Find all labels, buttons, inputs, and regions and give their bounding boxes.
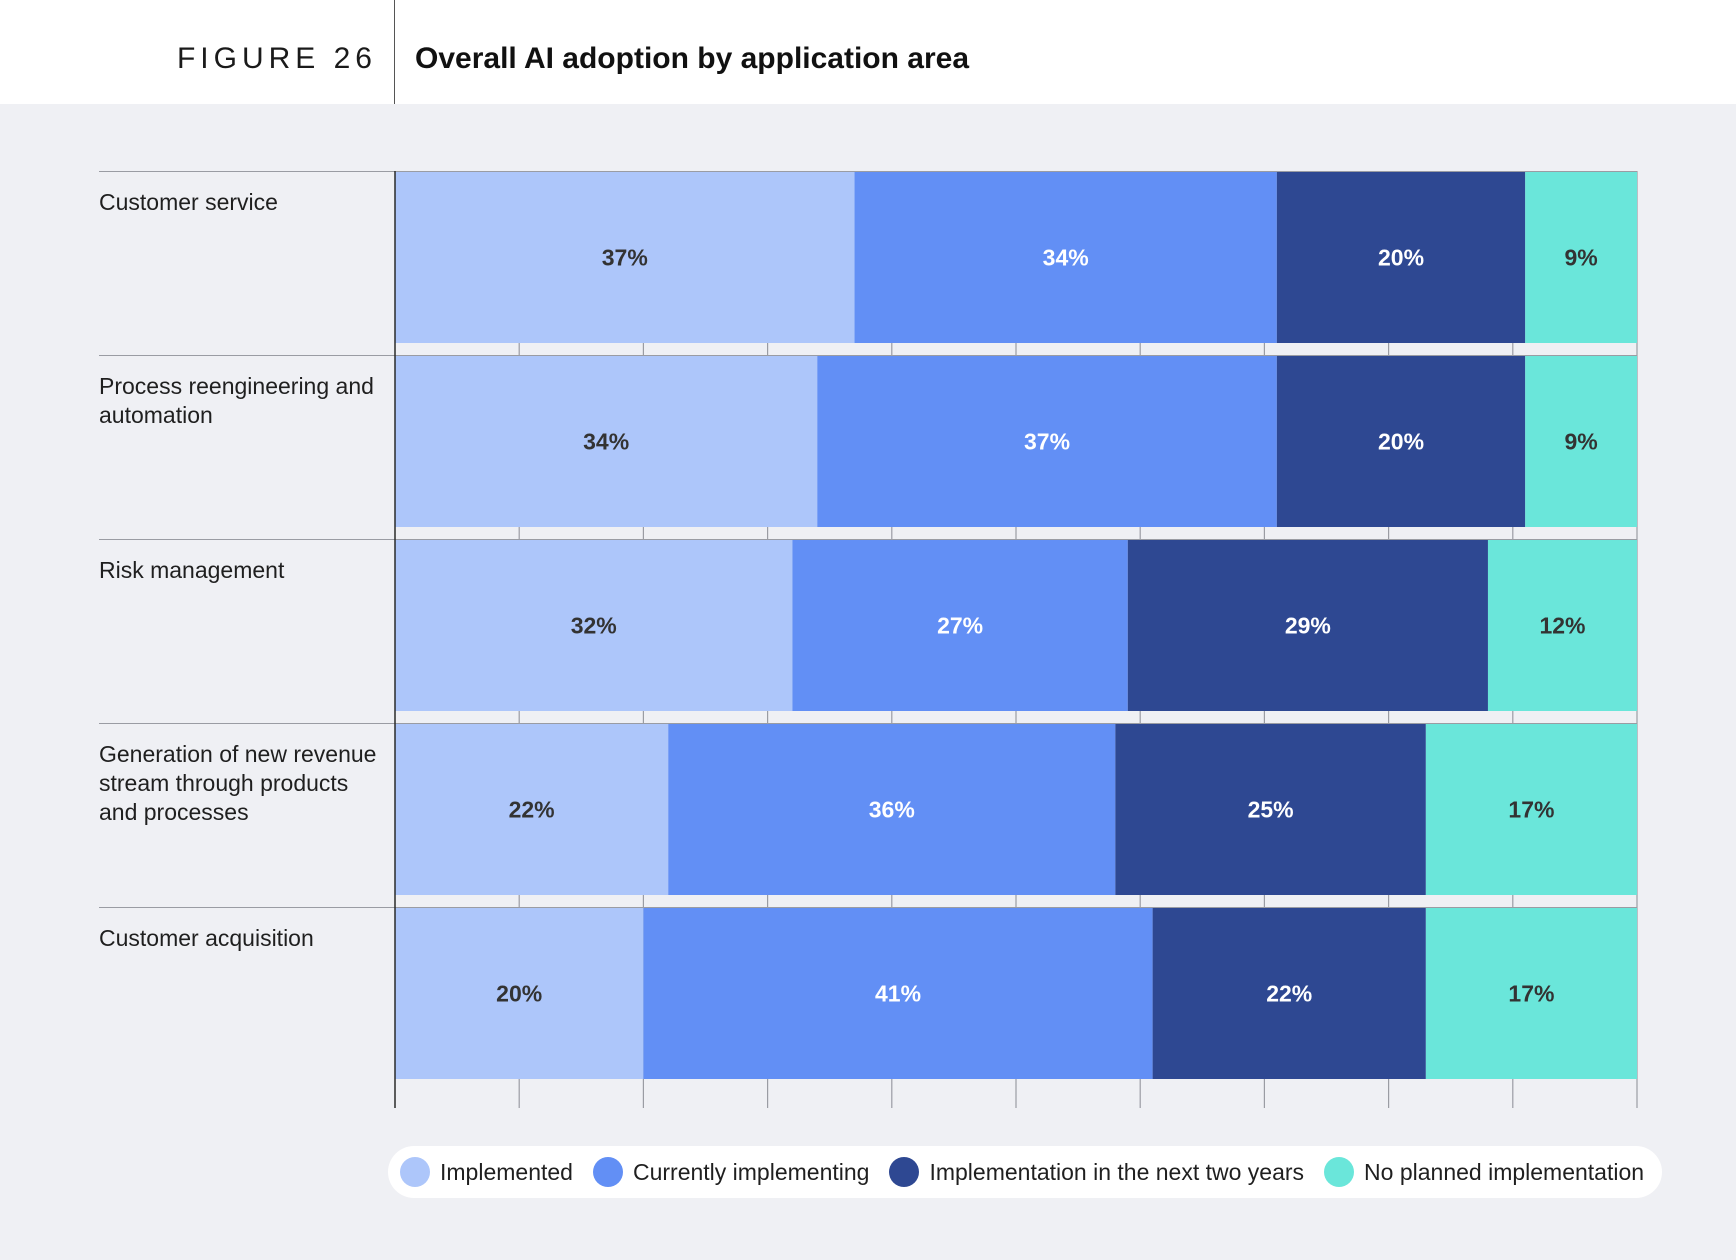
- category-label-customer-acquisition: Customer acquisition: [99, 925, 314, 951]
- bar-value-label: 22%: [1266, 981, 1312, 1007]
- bar-segment: [668, 724, 1116, 895]
- legend-swatch-next-two-years: [889, 1157, 920, 1187]
- bar-segment: [395, 172, 855, 343]
- legend-label-currently-implementing: Currently implementing: [632, 1158, 870, 1185]
- bar-segment: [1152, 908, 1426, 1079]
- figure-number: FIGURE 26: [176, 42, 377, 75]
- bar-value-label: 12%: [1539, 613, 1585, 639]
- bar-segment: [1425, 724, 1637, 895]
- bar-value-label: 27%: [937, 613, 983, 639]
- bar-value-label: 29%: [1285, 613, 1331, 639]
- header-divider: [394, 0, 395, 104]
- chart-panel: 37% 34% 20% 9% 34% 37% 20% 9% 32% 27% 29% 12% 22% 36%…: [0, 104, 1736, 1260]
- bar-value-label: 20%: [496, 981, 542, 1007]
- legend-label-next-two-years: Implementation in the next two years: [929, 1158, 1305, 1185]
- bar-value-label: 36%: [869, 797, 915, 823]
- legend-swatch-currently-implementing: [592, 1157, 623, 1187]
- bar-value-label: 32%: [571, 613, 617, 639]
- bar-segment: [1525, 172, 1637, 343]
- bar-value-label: 34%: [1043, 245, 1089, 271]
- bar-segment: [792, 540, 1128, 711]
- bar-segment: [395, 724, 669, 895]
- bar-value-label: 25%: [1248, 797, 1294, 823]
- bar-segment: [1276, 172, 1526, 343]
- bar-segment: [643, 908, 1153, 1079]
- legend-swatch-implemented: [400, 1157, 430, 1187]
- legend-swatch-no-planned: [1324, 1157, 1355, 1187]
- bar-value-label: 41%: [875, 981, 921, 1007]
- legend-item-next-two-years: Implementation in the next two years: [889, 1157, 1304, 1187]
- bar-segment: [395, 908, 644, 1079]
- bar-segment: [395, 540, 793, 711]
- legend-label-implemented: Implemented: [440, 1158, 573, 1185]
- bar-value-label: 9%: [1564, 429, 1597, 455]
- stacked-bar-chart: 37% 34% 20% 9% 34% 37% 20% 9% 32% 27% 29% 12% 22% 36%…: [99, 171, 1638, 1108]
- legend-item-currently-implementing: Currently implementing: [592, 1157, 870, 1187]
- bar-segment: [1487, 540, 1637, 711]
- legend-item-no-planned: No planned implementation: [1324, 1157, 1644, 1187]
- figure-header: FIGURE 26 Overall AI adoption by applica…: [0, 0, 1736, 104]
- bar-segment: [1425, 908, 1637, 1079]
- chart-legend: Implemented Currently implementing Imple…: [388, 1146, 1663, 1198]
- legend-item-implemented: Implemented: [400, 1157, 573, 1187]
- category-label-process-reengineering: Process reengineering and automation: [99, 373, 374, 428]
- bar-value-label: 9%: [1564, 245, 1597, 271]
- bar-value-label: 22%: [509, 797, 555, 823]
- bar-value-label: 34%: [583, 429, 629, 455]
- bar-value-label: 17%: [1508, 981, 1554, 1007]
- category-label-customer-service: Customer service: [99, 189, 278, 215]
- bar-segment: [854, 172, 1277, 343]
- bar-segment: [395, 356, 818, 527]
- bar-value-label: 20%: [1378, 429, 1424, 455]
- bar-segment: [1115, 724, 1426, 895]
- chart-title: Overall AI adoption by application area: [415, 42, 970, 75]
- bar-value-label: 37%: [602, 245, 648, 271]
- bar-value-label: 37%: [1024, 429, 1070, 455]
- bar-segment: [1127, 540, 1488, 711]
- bar-value-label: 20%: [1378, 245, 1424, 271]
- category-label-new-revenue-stream: Generation of new revenue stream through…: [99, 741, 377, 825]
- bar-value-label: 17%: [1508, 797, 1554, 823]
- bar-segment: [1276, 356, 1526, 527]
- bar-segment: [1525, 356, 1637, 527]
- category-label-risk-management: Risk management: [99, 557, 285, 583]
- bar-segment: [817, 356, 1277, 527]
- legend-label-no-planned: No planned implementation: [1364, 1158, 1645, 1185]
